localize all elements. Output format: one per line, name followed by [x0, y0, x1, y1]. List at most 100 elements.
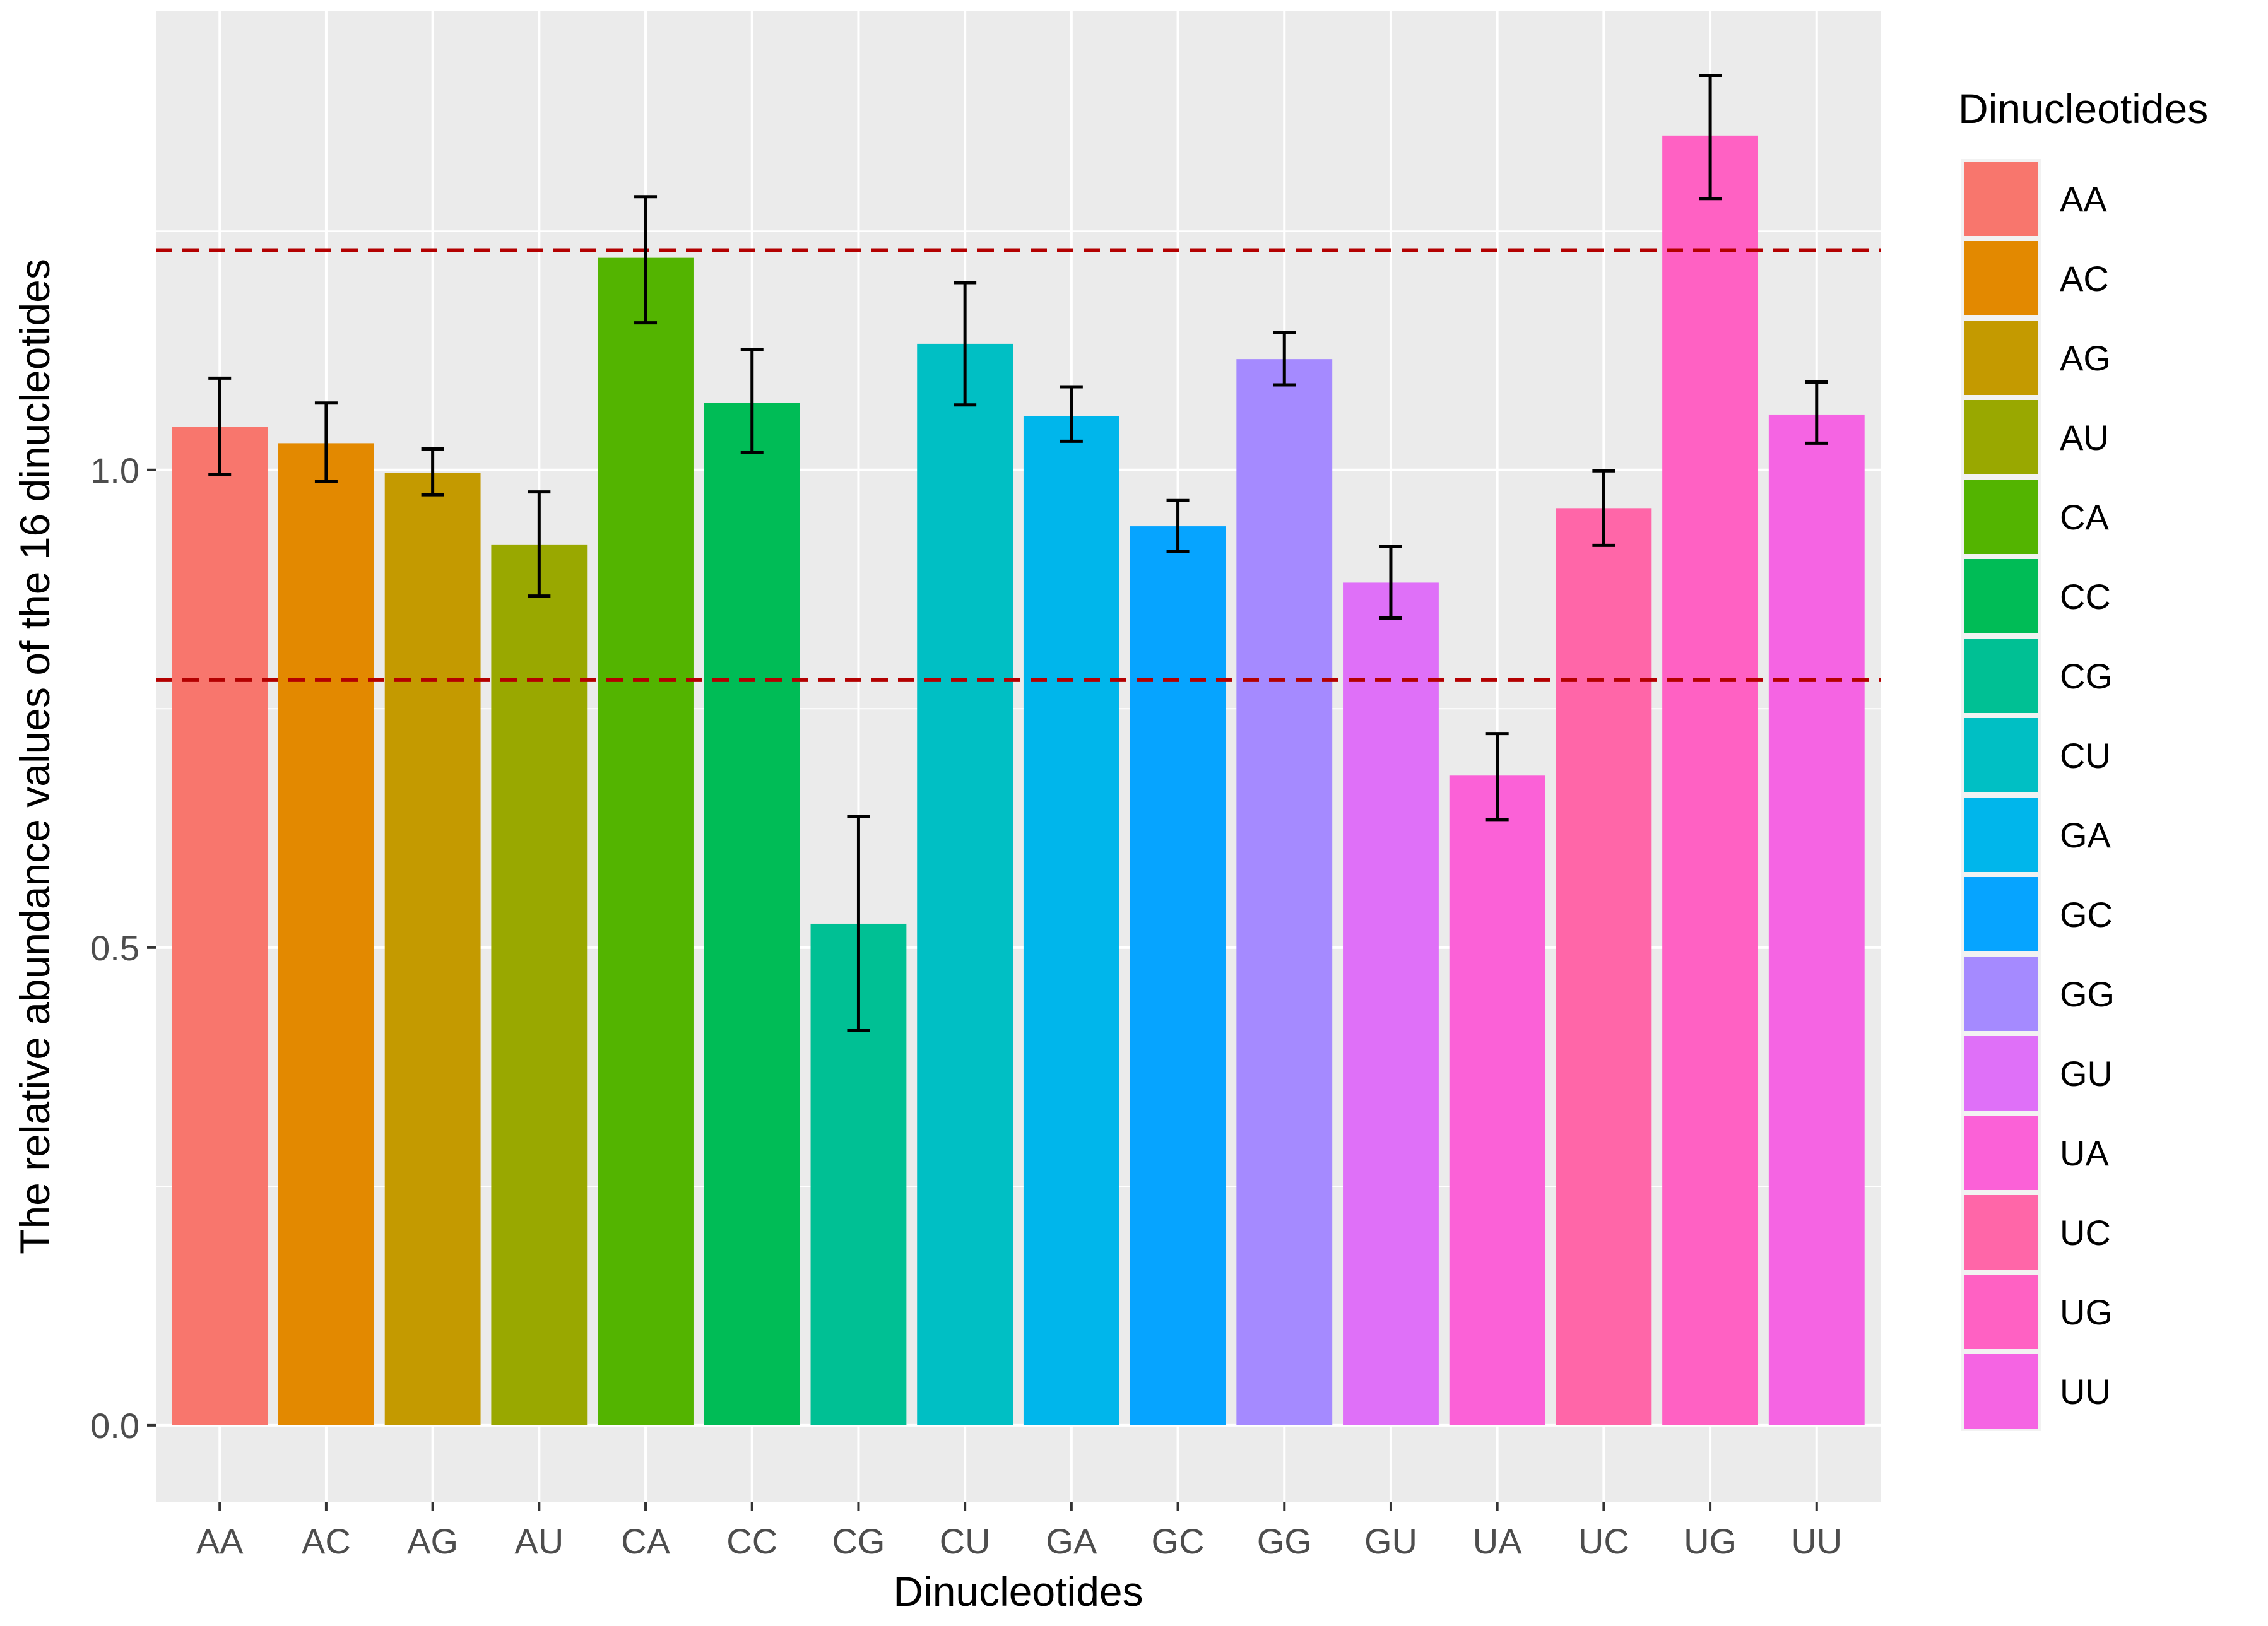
legend-label: UG	[2060, 1292, 2113, 1332]
legend-swatch	[1964, 798, 2038, 872]
legend-label: AU	[2060, 418, 2109, 457]
bar-au	[491, 544, 588, 1425]
legend-swatch	[1964, 400, 2038, 474]
x-tick-label: GU	[1364, 1521, 1417, 1561]
legend-swatch	[1964, 480, 2038, 554]
legend-swatch	[1964, 718, 2038, 792]
legend-swatch	[1964, 639, 2038, 713]
legend-swatch	[1964, 1116, 2038, 1190]
bar-uc	[1556, 508, 1652, 1425]
legend-label: UC	[2060, 1213, 2111, 1252]
y-axis-title: The relative abundance values of the 16 …	[11, 259, 58, 1254]
legend: Dinucleotides AA AC AG AU CA CC CG CU GA GC GG GU UA…	[1958, 85, 2208, 1431]
legend-label: GA	[2060, 815, 2111, 855]
x-tick-label: AA	[196, 1521, 244, 1561]
bar-ac	[278, 443, 374, 1425]
legend-label: UA	[2060, 1133, 2109, 1173]
legend-item-ac: AC	[1961, 239, 2109, 318]
legend-item-au: AU	[1961, 398, 2109, 477]
error-bar-ag	[421, 447, 444, 497]
x-tick-label: CC	[726, 1521, 777, 1561]
bar-cu	[917, 343, 1013, 1425]
legend-label: GG	[2060, 974, 2115, 1014]
legend-item-ca: CA	[1961, 477, 2109, 557]
error-bar-ac	[314, 401, 338, 483]
x-tick-label: AU	[514, 1521, 564, 1561]
legend-item-ag: AG	[1961, 318, 2111, 398]
error-bar-cu	[954, 281, 977, 407]
bar-ua	[1449, 775, 1545, 1425]
legend-item-cc: CC	[1961, 557, 2111, 636]
x-tick-label: UA	[1473, 1521, 1522, 1561]
legend-item-aa: AA	[1961, 159, 2107, 239]
legend-swatch	[1964, 1354, 2038, 1429]
legend-swatch	[1964, 1195, 2038, 1270]
y-tick-label: 0.5	[90, 928, 139, 968]
legend-swatch	[1964, 241, 2038, 315]
bar-ag	[384, 473, 481, 1425]
legend-item-cu: CU	[1961, 716, 2111, 795]
legend-item-gu: GU	[1961, 1034, 2113, 1113]
x-tick-label: CU	[940, 1521, 991, 1561]
reference-lines	[156, 248, 1881, 682]
legend-item-cg: CG	[1961, 636, 2113, 716]
x-tick-label: AG	[407, 1521, 458, 1561]
axes: 0.0 0.5 1.0 AA AC AG AU CA CC CG CU GA GC GG GU UA UC UG U…	[90, 451, 1842, 1561]
legend-label: GU	[2060, 1054, 2113, 1093]
bar-gg	[1236, 359, 1333, 1425]
x-tick-label: AC	[302, 1521, 351, 1561]
error-bar-gu	[1379, 545, 1402, 620]
x-tick-label: GG	[1257, 1521, 1312, 1561]
error-bar-cg	[847, 815, 870, 1033]
bar-ca	[598, 257, 694, 1425]
bar-uu	[1768, 414, 1865, 1425]
legend-swatch	[1964, 877, 2038, 951]
legend-item-gg: GG	[1961, 954, 2115, 1034]
error-bar-aa	[208, 376, 232, 476]
bar-cc	[704, 403, 800, 1425]
legend-item-uc: UC	[1961, 1193, 2111, 1272]
legend-label: UU	[2060, 1372, 2111, 1411]
legend-item-ug: UG	[1961, 1272, 2113, 1352]
legend-swatch	[1964, 162, 2038, 236]
legend-label: CC	[2060, 577, 2111, 616]
legend-swatch	[1964, 957, 2038, 1031]
legend-swatch	[1964, 1036, 2038, 1111]
legend-title: Dinucleotides	[1958, 85, 2208, 132]
error-bar-ua	[1485, 732, 1509, 822]
bar-gc	[1130, 526, 1226, 1425]
x-tick-label: CG	[832, 1521, 885, 1561]
x-tick-label: GC	[1152, 1521, 1205, 1561]
error-bar-ug	[1699, 73, 1722, 201]
bar-gu	[1343, 582, 1439, 1425]
y-tick-label: 0.0	[90, 1406, 139, 1446]
error-bar-cc	[740, 348, 764, 455]
x-tick-label: CA	[621, 1521, 670, 1561]
legend-item-ga: GA	[1961, 795, 2111, 875]
error-bar-uu	[1805, 380, 1828, 445]
legend-swatch	[1964, 559, 2038, 633]
legend-swatch	[1964, 1275, 2038, 1349]
legend-label: GC	[2060, 895, 2113, 934]
legend-label: AC	[2060, 259, 2109, 298]
bars	[172, 135, 1865, 1425]
legend-label: AA	[2060, 179, 2107, 219]
x-axis-title: Dinucleotides	[893, 1568, 1143, 1615]
error-bar-ga	[1060, 385, 1083, 443]
legend-item-uu: UU	[1961, 1352, 2111, 1431]
bar-ug	[1662, 135, 1758, 1425]
x-tick-label: UG	[1684, 1521, 1737, 1561]
error-bar-au	[528, 490, 551, 598]
error-bar-gc	[1166, 498, 1190, 553]
legend-label: CG	[2060, 656, 2113, 696]
error-bar-uc	[1592, 469, 1615, 547]
error-bar-ca	[634, 195, 658, 325]
legend-label: CU	[2060, 736, 2111, 775]
legend-item-gc: GC	[1961, 875, 2113, 954]
legend-label: CA	[2060, 497, 2109, 537]
error-bar-gg	[1273, 331, 1296, 387]
bar-aa	[172, 427, 268, 1425]
y-tick-label: 1.0	[90, 451, 139, 490]
